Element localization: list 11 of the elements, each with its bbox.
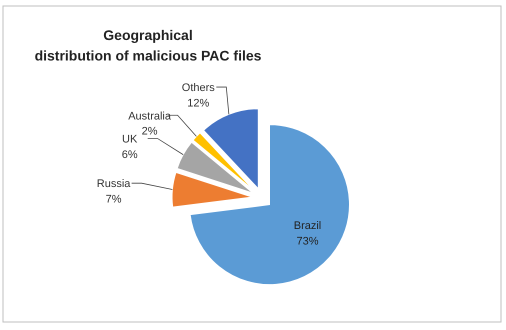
data-label: 6%: [122, 149, 138, 161]
slice-label: UK: [122, 134, 138, 146]
chart-title: Geographical distribution of malicious PAC files: [34, 27, 262, 64]
slice-label: Australia: [128, 110, 172, 122]
slice-label: Others: [182, 82, 216, 94]
slice-label: Brazil: [294, 220, 322, 232]
slice-label: Russia: [96, 178, 132, 190]
data-label: 2%: [142, 126, 158, 138]
data-label: 73%: [296, 235, 319, 248]
data-label: 7%: [106, 194, 122, 206]
data-label: 12%: [187, 97, 210, 110]
